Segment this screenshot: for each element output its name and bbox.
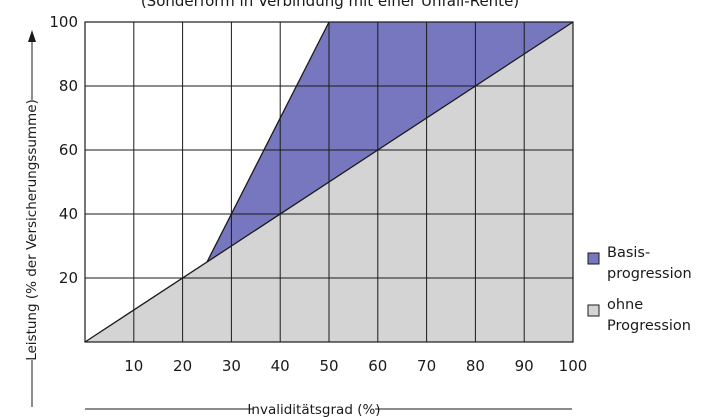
x-tick-label: 30 [222,357,241,375]
line-basis-progression [206,21,330,263]
x-tick-label: 10 [124,357,143,375]
x-tick-label: 60 [368,357,387,375]
legend-label: ohne [607,297,643,313]
x-tick-label: 20 [173,357,192,375]
x-tick-label: 90 [515,357,534,375]
arrow-up-icon [28,30,36,42]
y-axis-label: Leistung (% der Versicherungssumme) [24,99,40,361]
y-tick-label: 20 [59,269,78,287]
y-tick-label: 40 [59,205,78,223]
x-tick-label: 100 [559,357,588,375]
x-tick-label: 70 [417,357,436,375]
x-tick-label: 40 [271,357,290,375]
legend-label: Basis- [607,245,650,261]
legend-label: Progression [607,318,691,334]
x-tick-label: 50 [319,357,338,375]
x-tick-label: 80 [466,357,485,375]
y-tick-label: 80 [59,77,78,95]
plot-frame [84,21,574,343]
chart-title: (Sonderform in Verbindung mit einer Unfa… [141,0,519,10]
legend-swatch [587,304,600,317]
x-axis-label: Invaliditätsgrad (%) [247,402,380,417]
y-tick-label: 60 [59,141,78,159]
y-tick-label: 100 [49,13,78,31]
legend-label: progression [607,266,692,282]
line-ohne-progression [84,21,574,343]
legend-swatch [587,252,600,265]
